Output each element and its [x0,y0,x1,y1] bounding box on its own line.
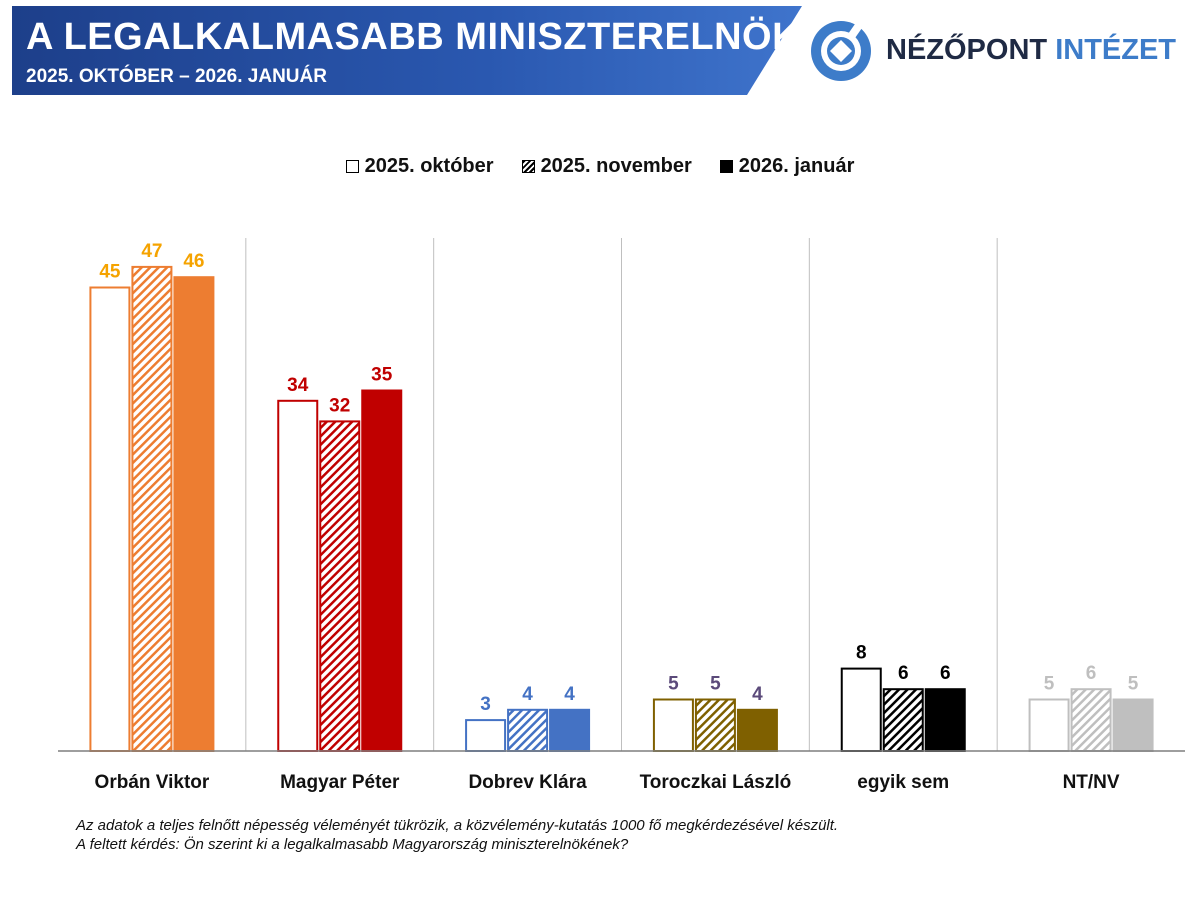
bar-2-0 [465,719,507,752]
footnotes: Az adatok a teljes felnőtt népesség véle… [76,816,838,854]
category-label: Magyar Péter [280,772,400,793]
legend-item-january: 2026. január [719,155,855,178]
bar-1-0 [277,399,319,752]
bar-4-2 [924,688,966,753]
category-label: Dobrev Klára [468,772,587,793]
legend-item-october: 2025. október [345,155,494,178]
bar-3-0 [652,698,694,752]
page-subtitle: 2025. OKTÓBER – 2026. JANUÁR [26,66,327,87]
banner-background [12,6,802,95]
data-label: 4 [522,684,533,705]
data-label: 4 [564,684,575,705]
legend-swatch-outline [345,160,359,173]
legend-item-november: 2025. november [521,155,692,178]
legend-label: 2025. november [540,155,692,177]
brand-name-part2: INTÉZET [1055,34,1177,66]
bar-5-2 [1112,698,1154,752]
brand-logo: NÉZŐPONT INTÉZET [808,18,1188,84]
data-label: 6 [940,663,951,684]
nezopont-logo-icon [811,20,871,81]
data-label: 5 [1044,674,1055,695]
data-label: 32 [329,395,350,416]
footnote-question: A feltett kérdés: Ön szerint ki a legalk… [76,836,629,853]
bar-2-2 [549,708,591,752]
bar-2-1 [507,708,549,752]
legend-swatch-hatched [521,160,535,173]
data-label: 35 [371,365,393,386]
legend-label: 2026. január [738,155,855,177]
title-banner: A LEGALKALMASABB MINISZTERELNÖK 2025. OK… [12,6,802,95]
bar-4-1 [882,688,924,753]
category-label: NT/NV [1063,772,1120,793]
brand-name-part1: NÉZŐPONT [886,34,1048,66]
data-label: 8 [856,643,867,664]
bar-1-1 [319,420,361,752]
brand-name: NÉZŐPONT INTÉZET [886,34,1176,67]
data-label: 34 [287,375,309,396]
page-title: A LEGALKALMASABB MINISZTERELNÖK [26,16,801,58]
bar-5-1 [1070,688,1112,753]
footnote-methodology: Az adatok a teljes felnőtt népesség véle… [76,817,839,834]
bar-5-0 [1028,698,1070,752]
category-label: egyik sem [857,772,949,793]
category-label: Orbán Viktor [95,772,210,793]
bar-1-2 [361,389,403,752]
data-label: 46 [183,251,204,272]
bar-0-2 [173,276,215,752]
chart-legend: 2025. október 2025. november 2026. januá… [0,155,1200,178]
data-label: 5 [668,674,679,695]
data-label: 3 [480,694,491,715]
data-label: 6 [898,663,909,684]
legend-label: 2025. október [364,155,494,177]
data-label: 5 [710,674,721,695]
data-label: 6 [1086,663,1097,684]
bar-0-1 [131,265,173,752]
data-label: 47 [141,241,162,262]
bar-3-1 [694,698,736,752]
data-label: 4 [752,684,763,705]
bar-0-0 [89,286,131,752]
data-label: 45 [99,262,121,283]
category-label: Toroczkai László [640,772,792,793]
bar-3-2 [736,708,778,752]
bar-4-0 [840,667,882,752]
data-label: 5 [1128,674,1139,695]
legend-swatch-solid [719,160,733,173]
